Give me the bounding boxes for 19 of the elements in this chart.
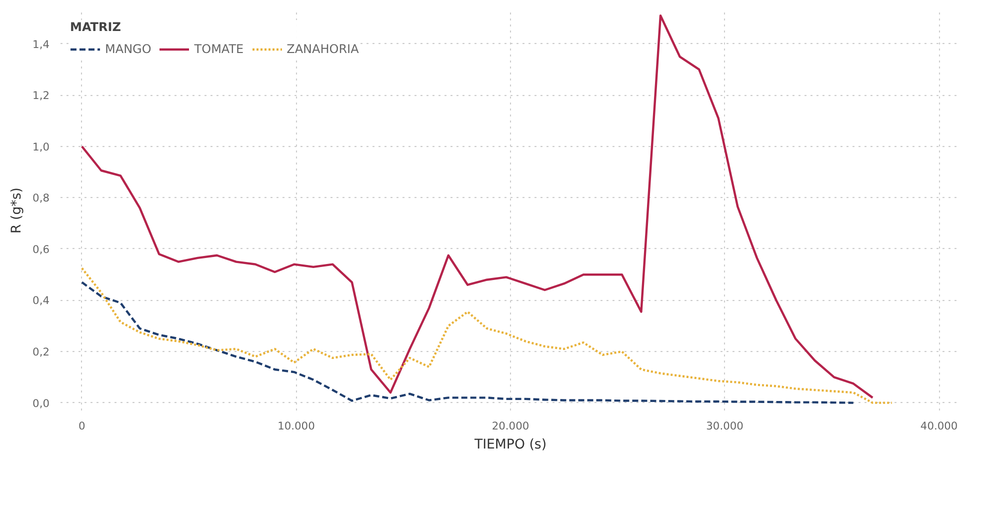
legend-label: TOMATE xyxy=(194,42,244,56)
y-tick-label: 1,2 xyxy=(32,89,50,102)
x-tick-label: 10.000 xyxy=(278,420,316,432)
x-tick-label: 0 xyxy=(78,420,86,432)
y-tick-label: 0,4 xyxy=(32,294,50,308)
x-axis-title: TIEMPO (s) xyxy=(473,438,547,452)
legend-label: MANGO xyxy=(105,42,152,56)
legend-label: ZANAHORIA xyxy=(286,42,359,56)
y-tick-label: 1,0 xyxy=(32,140,50,154)
y-tick-label: 0,2 xyxy=(32,346,50,359)
y-axis-title: R (g*s) xyxy=(10,188,25,234)
y-tick-label: 1,4 xyxy=(32,38,50,51)
legend-title: MATRIZ xyxy=(70,20,122,34)
x-tick-label: 20.000 xyxy=(492,420,530,432)
y-tick-label: 0,8 xyxy=(32,192,50,205)
x-tick-label: 40.000 xyxy=(920,420,958,432)
y-tick-label: 0,6 xyxy=(32,242,50,256)
y-tick-label: 0,0 xyxy=(32,396,50,410)
x-tick-label: 30.000 xyxy=(706,420,744,432)
